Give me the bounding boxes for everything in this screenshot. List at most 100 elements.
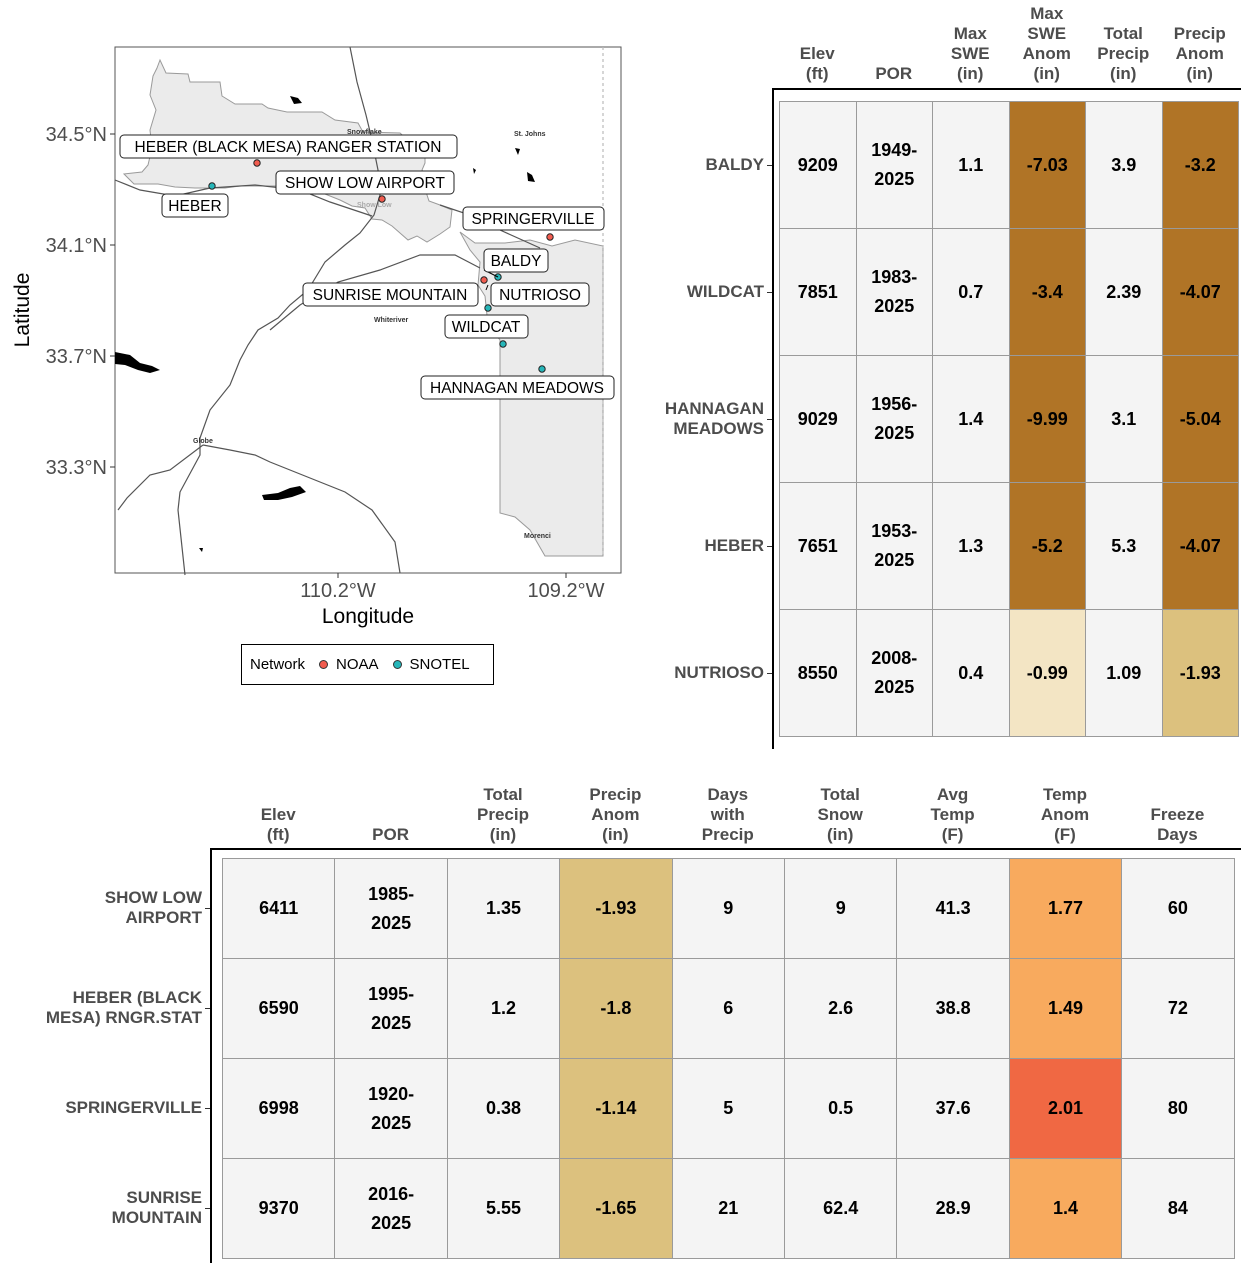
table-cell: 3.1 [1085, 355, 1163, 483]
label-springerville: SPRINGERVILLE [462, 206, 605, 231]
town-show-low: Show Low [357, 202, 392, 209]
row-tick [205, 1108, 210, 1109]
table-cell: 1983- 2025 [855, 228, 933, 356]
svg-text:HEBER (BLACK MESA) RANGER STAT: HEBER (BLACK MESA) RANGER STATION [135, 139, 442, 156]
table-top-line [772, 88, 1241, 90]
table-cell: 5.3 [1085, 482, 1163, 610]
table-cell: 9029 [779, 355, 857, 483]
table-cell: 1.35 [446, 858, 561, 959]
table-cell: -1.14 [559, 1058, 673, 1159]
table-cell: 5.55 [446, 1158, 561, 1259]
lat-tick-label: 34.1°N [46, 235, 107, 257]
table-cell: 1949- 2025 [855, 101, 933, 229]
row-tick [767, 291, 772, 293]
svg-text:SPRINGERVILLE: SPRINGERVILLE [472, 211, 595, 228]
row-label: HANNAGAN MEADOWS [664, 398, 764, 438]
table-cell: 1953- 2025 [855, 482, 933, 610]
table-cell: 6590 [222, 958, 336, 1059]
table-cell: 8550 [779, 609, 857, 737]
table-cell: 0.5 [784, 1058, 898, 1159]
table-cell: 41.3 [896, 858, 1010, 959]
table-cell: 9 [784, 858, 898, 959]
table-top-line [210, 848, 1241, 850]
table-cell: 1.4 [1008, 1158, 1123, 1259]
table-cell: 84 [1121, 1158, 1235, 1259]
lat-tick-label: 34.5°N [46, 124, 107, 146]
table-cell: 7651 [779, 482, 857, 610]
svg-text:HANNAGAN MEADOWS: HANNAGAN MEADOWS [430, 380, 604, 397]
column-header: Days with Precip [701, 785, 754, 844]
map-xlabel: Longitude [322, 605, 414, 628]
column-header: Avg Temp (F) [930, 785, 975, 844]
lat-tick-label: 33.7°N [46, 346, 107, 368]
label-hannagan-meadows: HANNAGAN MEADOWS [420, 375, 615, 400]
table-cell: 1.2 [446, 958, 561, 1059]
table-cell: 1956- 2025 [855, 355, 933, 483]
row-tick [767, 545, 772, 547]
table-cell: 9370 [222, 1158, 336, 1259]
svg-text:WILDCAT: WILDCAT [452, 319, 521, 336]
legend-item-snotel: SNOTEL [409, 656, 470, 673]
table-cell: 80 [1121, 1058, 1235, 1159]
station-point-heber-black-mesa [253, 159, 261, 167]
svg-text:SUNRISE MOUNTAIN: SUNRISE MOUNTAIN [313, 287, 468, 304]
station-point-sunrise-mountain [480, 276, 488, 284]
table-cell: 2.39 [1085, 228, 1163, 356]
table-cell: 1.77 [1008, 858, 1123, 959]
table-cell: 3.9 [1085, 101, 1163, 229]
table-cell: 1.4 [932, 355, 1010, 483]
table-cell: -4.07 [1161, 482, 1239, 610]
map-axis-ticks [110, 133, 567, 578]
table-cell: 1.09 [1085, 609, 1163, 737]
town-morenci: Morenci [524, 533, 551, 540]
table-cell: -1.93 [1161, 609, 1239, 737]
svg-text:SHOW LOW AIRPORT: SHOW LOW AIRPORT [285, 175, 445, 192]
lat-tick-label: 33.3°N [46, 457, 107, 479]
table-cell: 9 [671, 858, 785, 959]
column-header: Total Precip (in) [477, 785, 529, 844]
row-label: NUTRIOSO [674, 662, 764, 682]
row-label: WILDCAT [686, 281, 764, 301]
table-axis-line [772, 88, 774, 749]
table-cell: 6411 [222, 858, 336, 959]
column-header: Freeze Days [1150, 805, 1205, 844]
table-cell: -5.04 [1161, 355, 1239, 483]
table-cell: 21 [671, 1158, 785, 1259]
row-label: HEBER [704, 535, 764, 555]
row-label: BALDY [705, 154, 764, 174]
table-cell: 62.4 [784, 1158, 898, 1259]
table-cell: 7851 [779, 228, 857, 356]
table-cell: 1920- 2025 [334, 1058, 448, 1159]
table-cell: -1.93 [559, 858, 673, 959]
column-header: Elev (ft) [799, 44, 835, 83]
row-tick [767, 672, 772, 674]
table-cell: 1.1 [932, 101, 1010, 229]
label-show-low-airport: SHOW LOW AIRPORT [275, 170, 455, 195]
network-legend: Network NOAA SNOTEL [241, 644, 494, 685]
noaa-legend-swatch [319, 660, 329, 669]
table-cell: -5.2 [1008, 482, 1086, 610]
town-globe: Globe [193, 438, 213, 445]
column-header: POR [875, 64, 913, 83]
table-cell: 28.9 [896, 1158, 1010, 1259]
label-heber-black-mesa: HEBER (BLACK MESA) RANGER STATION [119, 134, 458, 159]
table-cell: 2.6 [784, 958, 898, 1059]
table-cell: -3.2 [1161, 101, 1239, 229]
row-tick [205, 908, 210, 909]
row-label: SHOW LOW AIRPORT [104, 888, 202, 927]
column-header: Precip Anom (in) [589, 785, 642, 844]
column-header: Precip Anom (in) [1173, 24, 1226, 83]
label-baldy: BALDY [483, 248, 549, 273]
row-label: SPRINGERVILLE [65, 1098, 202, 1117]
label-heber: HEBER [161, 193, 229, 218]
lakes [115, 96, 535, 552]
table-axis-line [210, 848, 212, 1263]
table-cell: 6998 [222, 1058, 336, 1159]
table-cell: 9209 [779, 101, 857, 229]
table-cell: 1.49 [1008, 958, 1123, 1059]
row-tick [767, 164, 772, 166]
row-label: SUNRISE MOUNTAIN [111, 1188, 202, 1227]
station-point-heber [208, 182, 216, 190]
table-cell: 0.38 [446, 1058, 561, 1159]
